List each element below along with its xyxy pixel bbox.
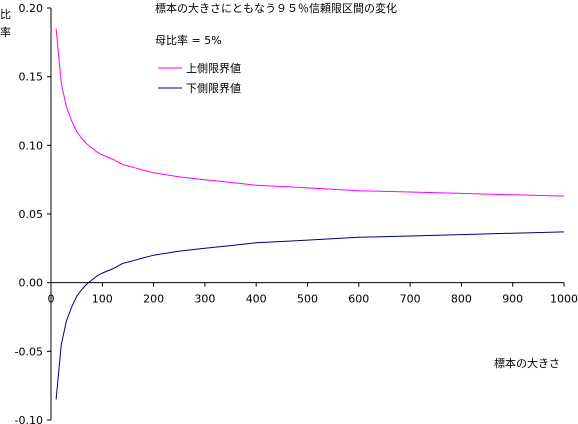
chart-subtitle: 母比率 = 5% — [155, 33, 222, 47]
series-lines — [55, 28, 565, 400]
x-tick-label: 1000 — [550, 293, 578, 306]
x-tick-label: 600 — [348, 293, 369, 306]
x-tick-label: 0 — [48, 293, 55, 306]
x-axis-label: 標本の大きさ — [494, 356, 560, 370]
y-tick-label: 0.00 — [19, 277, 44, 290]
axes — [47, 7, 565, 421]
y-tick-label: -0.10 — [15, 414, 43, 424]
x-tick-label: 200 — [143, 293, 164, 306]
x-tick-label: 500 — [297, 293, 318, 306]
x-tick-label: 300 — [194, 293, 215, 306]
y-tick-label: 0.15 — [19, 71, 44, 84]
y-tick-label: -0.05 — [15, 345, 43, 358]
x-tick-label: 400 — [246, 293, 267, 306]
y-axis-label-line1: 比 — [0, 8, 11, 21]
chart-title: 標本の大きさにともなう９５％信頼限区間の変化 — [155, 1, 397, 15]
tick-labels: -0.10 -0.05 0.00 0.05 0.10 0.15 0.20 0 100 200 300… — [15, 2, 578, 424]
y-axis-label-line2: 率 — [0, 25, 11, 39]
y-tick-label: 0.05 — [19, 208, 44, 221]
x-tick-label: 700 — [400, 293, 421, 306]
x-tick-label: 800 — [451, 293, 472, 306]
series-line-2 — [55, 231, 565, 400]
series-line-1 — [55, 28, 565, 197]
x-tick-label: 100 — [92, 293, 113, 306]
y-tick-label: 0.20 — [19, 2, 44, 15]
legend-label-2: 下側限界値 — [186, 82, 241, 95]
legend-label-1: 上側限界値 — [186, 62, 241, 75]
x-tick-label: 900 — [502, 293, 523, 306]
y-tick-label: 0.10 — [19, 139, 44, 152]
y-axis-label: 比 率 — [0, 8, 15, 39]
